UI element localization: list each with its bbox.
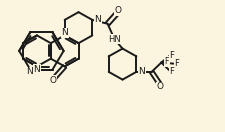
Text: O: O [156, 82, 163, 91]
Text: N: N [139, 67, 145, 76]
Text: O: O [49, 76, 56, 85]
Text: F: F [169, 67, 174, 76]
Text: F: F [169, 51, 174, 60]
Text: N: N [61, 28, 68, 37]
Text: O: O [115, 6, 122, 15]
Text: N: N [34, 65, 40, 74]
Text: N: N [26, 67, 33, 76]
Text: F: F [165, 57, 169, 66]
Text: HN: HN [108, 35, 121, 44]
Text: N: N [94, 15, 101, 24]
Text: F: F [174, 59, 179, 68]
